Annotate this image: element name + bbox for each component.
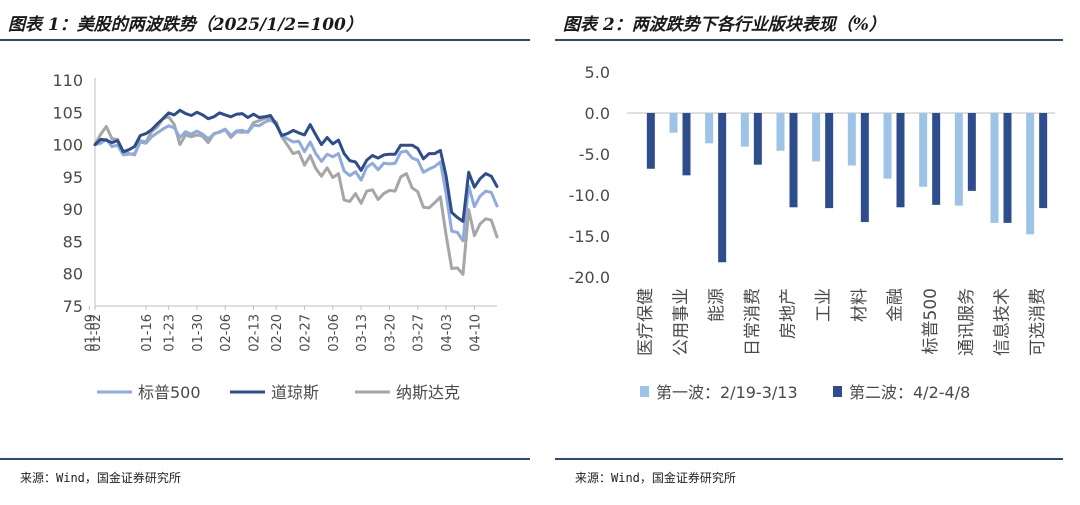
- bar-series-1: [705, 113, 714, 144]
- bar-series-2: [718, 113, 727, 263]
- bar-series-1: [883, 113, 892, 179]
- right-panel: 图表 2：两波跌势下各行业版块表现（%） 5.0 0.0 -5.0 -10.0 -15.…: [555, 0, 1080, 505]
- legend-swatch: [833, 386, 842, 397]
- x-tick-label: 日常消费: [743, 288, 763, 356]
- bar-series-1: [954, 113, 963, 206]
- y-tick-label: 80: [63, 265, 83, 284]
- y-tick-label: -5.0: [579, 145, 610, 164]
- x-tick-label: 01-09: [83, 314, 98, 352]
- bar-series-1: [812, 113, 821, 162]
- bar-series-2: [1003, 113, 1012, 223]
- y-tick-label: 85: [63, 232, 83, 251]
- y-tick-label: 90: [63, 200, 83, 219]
- bar-series-1: [1026, 113, 1035, 235]
- x-tick-label: 金融: [886, 288, 906, 322]
- x-tick-label: 公用事业: [672, 288, 692, 356]
- bar-series-1: [740, 113, 749, 147]
- y-tick-label: 5.0: [585, 63, 610, 82]
- legend-label: 纳斯达克: [396, 383, 460, 402]
- footer-divider: [555, 458, 1063, 460]
- bar-chart: 5.0 0.0 -5.0 -10.0 -15.0 -20.0 医疗保健 公用事业 能源 日常消费房…: [569, 63, 1055, 402]
- x-tick-label: 03-13: [355, 314, 370, 352]
- bar-series-1: [990, 113, 999, 223]
- left-panel: 图表 1：美股的两波跌势（2025/1/2=100） 75 80 85 90 95 100…: [0, 0, 530, 505]
- bar-series-2: [860, 113, 869, 223]
- bar-series-1: [847, 113, 856, 166]
- x-tick-label: 医疗保健: [636, 288, 656, 356]
- bar-series-2: [789, 113, 798, 208]
- x-tick-label: 02-13: [248, 314, 263, 352]
- x-tick-label: 01-30: [191, 314, 206, 352]
- bar-series-2: [967, 113, 976, 191]
- y-tick-label: 110: [52, 71, 83, 90]
- x-tick-label: 标普500: [921, 288, 941, 354]
- bar-series-1: [669, 113, 678, 133]
- legend-label: 道琼斯: [271, 383, 319, 402]
- chart-title: 图表 2：两波跌势下各行业版块表现（%）: [563, 15, 886, 35]
- x-tick-label: 02-20: [270, 314, 285, 352]
- x-tick-label: 房地产: [779, 288, 799, 339]
- chart-title: 图表 1：美股的两波跌势（2025/1/2=100）: [8, 15, 363, 35]
- y-tick-label: 75: [63, 297, 83, 316]
- legend-swatch: [640, 386, 649, 397]
- bar-series-2: [896, 113, 905, 208]
- x-tick-label: 01-23: [163, 314, 178, 352]
- legend-label: 标普500: [138, 383, 201, 402]
- bar-series-2: [682, 113, 691, 176]
- footer-divider: [0, 458, 530, 460]
- series-line-1: [93, 118, 499, 243]
- y-tick-label: -15.0: [569, 227, 610, 246]
- y-tick-label: 100: [52, 136, 83, 155]
- title-divider: [0, 39, 530, 41]
- x-tick-label: 材料: [850, 288, 870, 322]
- bar-series-2: [825, 113, 834, 209]
- bar-series-1: [919, 113, 928, 187]
- source-note: 来源：Wind，国金证券研究所: [20, 471, 181, 485]
- x-tick-label: 信息技术: [993, 288, 1013, 356]
- x-tick-label: 可选消费: [1028, 288, 1048, 356]
- y-tick-label: 105: [52, 103, 83, 122]
- y-tick-label: -20.0: [569, 268, 610, 287]
- x-tick-label: 04-03: [440, 314, 455, 352]
- x-tick-label: 04-10: [468, 314, 483, 352]
- y-tick-label: -10.0: [569, 186, 610, 205]
- x-tick-label: 03-27: [412, 314, 427, 352]
- bar-series-2: [753, 113, 762, 165]
- x-tick-label: 02-27: [298, 314, 313, 352]
- title-divider: [555, 39, 1063, 41]
- source-note: 来源：Wind，国金证券研究所: [575, 471, 736, 485]
- x-tick-label: 01-16: [140, 314, 155, 352]
- y-tick-label: 0.0: [585, 104, 610, 123]
- x-tick-label: 能源: [707, 288, 727, 322]
- x-tick-label: 03-06: [327, 314, 342, 352]
- series-line-2: [93, 108, 499, 223]
- x-tick-label: 02-06: [219, 314, 234, 352]
- x-tick-label: 01-02: [89, 314, 104, 352]
- legend-label: 第二波：4/2-4/8: [849, 383, 970, 402]
- y-tick-label: 95: [63, 168, 83, 187]
- x-tick-label: 工业: [814, 288, 834, 322]
- legend-label: 第一波：2/19-3/13: [656, 383, 798, 402]
- x-tick-label: 03-20: [383, 314, 398, 352]
- x-tick-label: 通讯服务: [957, 288, 977, 356]
- bar-series-2: [646, 113, 655, 169]
- bar-series-2: [932, 113, 941, 205]
- bar-series-1: [776, 113, 785, 151]
- bar-series-2: [1039, 113, 1048, 209]
